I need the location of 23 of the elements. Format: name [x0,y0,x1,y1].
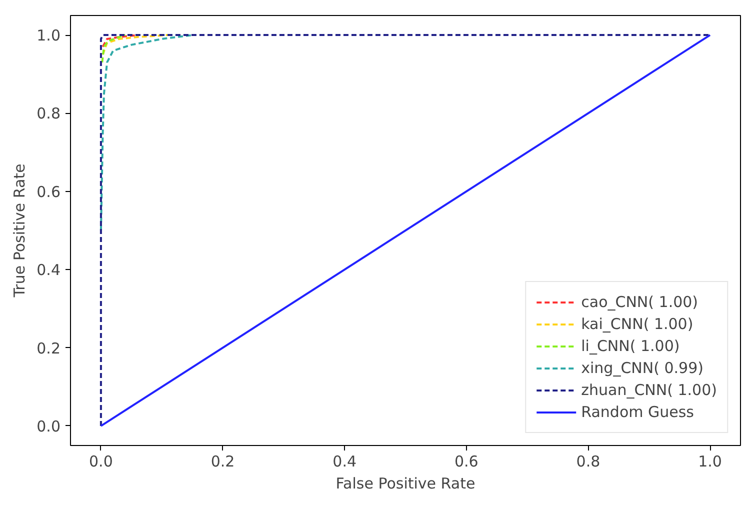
legend-label: cao_CNN( 1.00) [581,293,698,311]
y-tick-label: 0.6 [36,182,61,201]
legend-label: xing_CNN( 0.99) [581,359,704,377]
legend-label: li_CNN( 1.00) [581,337,680,355]
y-tick-label: 0.0 [36,417,61,436]
line-series [101,34,126,64]
line-series [102,34,169,56]
x-axis-title: False Positive Rate [336,474,476,492]
y-tick-label: 0.8 [36,104,61,123]
y-tick-label: 0.4 [36,261,61,280]
x-tick-label: 0.8 [576,452,600,470]
line-series [100,34,194,232]
y-tick-label: 1.0 [36,26,61,45]
legend-label: kai_CNN( 1.00) [581,315,694,333]
x-tick-label: 0.0 [89,452,113,470]
y-tick-label: 0.2 [36,339,61,358]
y-axis-title: True Positive Rate [10,164,29,298]
legend-label: Random Guess [581,403,694,421]
x-tick-label: 0.6 [454,452,478,470]
x-tick-label: 0.4 [332,452,357,470]
x-tick-label: 1.0 [698,452,722,470]
x-tick-label: 0.2 [210,452,235,470]
legend-label: zhuan_CNN( 1.00) [581,381,717,399]
